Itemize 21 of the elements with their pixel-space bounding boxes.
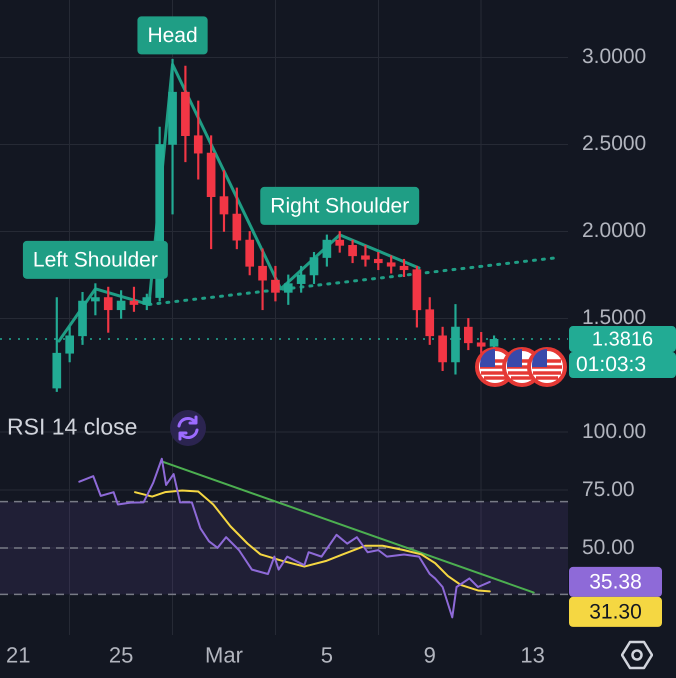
x-tick-label: Mar [205,642,243,668]
y-tick-label: 50.00 [582,536,635,559]
text: 01:03:3 [576,352,646,376]
annotation: Head [147,24,198,48]
annotation: Right Shoulder [270,194,410,218]
text: 31.30 [589,600,642,624]
text: 35.38 [589,570,642,594]
annotation: RSI 14 close [7,413,138,440]
x-tick-label: 13 [520,642,545,668]
ref-line-label: 1.3816 [592,328,654,351]
y-tick-label: 2.0000 [582,219,646,242]
y-tick-label: 100.00 [582,420,646,443]
annotation: Left Shoulder [32,248,158,272]
x-tick-label: 9 [424,642,436,668]
y-tick-label: 2.5000 [582,132,646,156]
y-tick-label: 3.0000 [582,45,646,68]
x-tick-label: 21 [6,642,30,668]
x-tick-label: 25 [108,642,134,668]
y-tick-label: 75.00 [582,478,635,501]
y-tick-label: 1.5000 [582,306,646,330]
x-tick-label: 5 [320,642,333,668]
